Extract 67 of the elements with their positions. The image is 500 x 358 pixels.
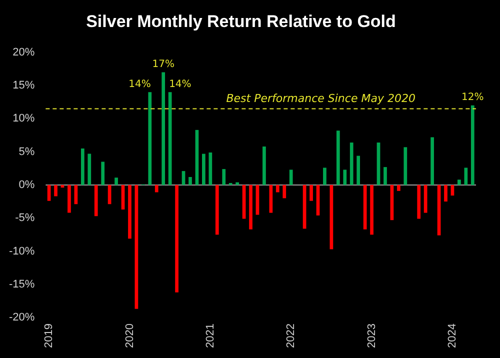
x-tick-label: 2021: [204, 324, 216, 348]
bar: [424, 184, 428, 213]
bar: [336, 130, 340, 185]
bar: [80, 148, 84, 185]
y-tick-label: 20%: [12, 46, 35, 58]
bar: [417, 184, 421, 219]
bar: [269, 184, 273, 213]
bar: [262, 146, 266, 185]
bar: [88, 154, 92, 185]
x-tick-label: 2024: [446, 324, 458, 348]
bar: [350, 142, 354, 185]
bar: [249, 184, 252, 230]
bar: [114, 178, 118, 185]
bar: [323, 168, 326, 185]
y-tick-label: -5%: [15, 212, 35, 224]
ref-line-label: Best Performance Since May 2020: [226, 92, 416, 106]
bar: [310, 184, 313, 201]
bar: [470, 105, 474, 185]
bar: [175, 184, 178, 292]
bar: [154, 184, 158, 192]
bar: [162, 72, 166, 185]
bar: [430, 137, 434, 185]
bar: [282, 184, 286, 198]
bar: [128, 184, 132, 239]
y-tick-label: 0%: [18, 178, 35, 191]
bar: [54, 184, 58, 196]
bar: [236, 182, 239, 185]
bar: [356, 156, 360, 185]
bar: [404, 147, 408, 185]
y-tick-label: -15%: [8, 278, 35, 290]
x-tick-label: 2020: [124, 324, 136, 348]
bar: [148, 92, 152, 185]
x-tick-label: 2019: [43, 324, 56, 348]
bar: [458, 180, 461, 185]
bar: [464, 168, 468, 185]
y-tick-label: -20%: [8, 312, 35, 324]
data-label: 17%: [152, 58, 174, 70]
bar: [182, 171, 186, 185]
bar: [222, 169, 226, 185]
bar: [256, 184, 260, 215]
bar: [396, 184, 400, 191]
bar: [188, 177, 192, 185]
bar: [289, 170, 293, 185]
y-tick-label: 5%: [18, 146, 35, 158]
bar: [343, 170, 347, 185]
bar: [384, 167, 387, 185]
bar: [202, 154, 206, 185]
y-tick-label: 10%: [12, 112, 35, 125]
data-label: 14%: [169, 78, 192, 90]
bar: [208, 152, 212, 185]
bar: [68, 184, 71, 213]
bar: [47, 184, 51, 201]
bar: [444, 184, 448, 202]
bar: [215, 184, 219, 235]
bar: [101, 162, 105, 185]
x-tick-label: 2023: [366, 324, 378, 348]
bar: [370, 184, 374, 235]
data-label: 14%: [128, 78, 151, 90]
x-tick-label: 2022: [285, 324, 298, 348]
bar: [94, 184, 98, 216]
y-tick-label: 15%: [12, 80, 35, 92]
bar: [242, 184, 246, 219]
bar: [276, 184, 280, 192]
y-tick-label: -10%: [8, 245, 35, 258]
chart-title: Silver Monthly Return Relative to Gold: [86, 12, 396, 31]
bar: [437, 184, 441, 236]
data-label: 12%: [462, 92, 484, 104]
